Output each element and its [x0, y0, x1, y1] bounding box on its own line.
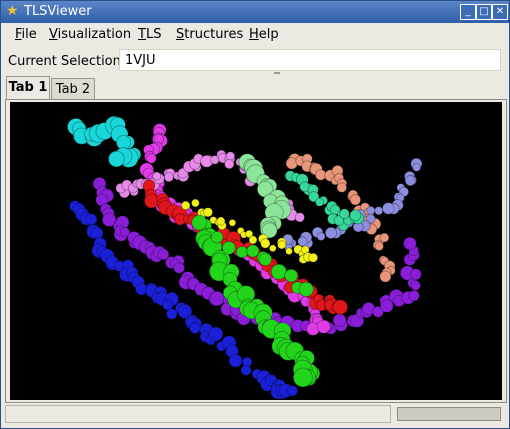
blue-chain-bead: [228, 353, 243, 368]
lavender-chain-bead: [374, 206, 384, 216]
purple-chain-bead: [119, 227, 131, 238]
lightgreen-chain-bead: [261, 222, 278, 239]
teal-chain-bead: [308, 191, 320, 203]
tab-2[interactable]: Tab 2: [51, 78, 95, 100]
window-title: TLSViewer: [24, 4, 92, 19]
purple-chain-bead: [410, 280, 421, 291]
salmon-chain-bead: [349, 194, 362, 206]
purple-chain-bead: [157, 248, 170, 261]
purple-chain-bead: [372, 306, 384, 318]
yellow-chain-bead: [268, 244, 277, 253]
progress-bar: [397, 407, 501, 421]
yellow-chain-bead: [248, 235, 258, 245]
pink-chain-bead: [224, 158, 235, 170]
tab-pane: [5, 99, 507, 403]
blue-chain-bead: [162, 299, 174, 311]
teal-chain-bead: [349, 209, 362, 222]
teal-chain-bead: [339, 208, 350, 219]
green-chain-bead: [270, 263, 287, 280]
salmon-chain-bead: [379, 270, 392, 283]
lavender-chain-bead: [297, 236, 308, 247]
blue-chain-bead: [208, 326, 224, 342]
yellow-chain-bead: [245, 229, 254, 238]
green-chain-bead: [258, 252, 273, 267]
pink-chain-bead: [152, 171, 162, 181]
purple-chain-bead: [408, 289, 420, 302]
lavender-chain-bead: [366, 206, 376, 216]
purple-chain-bead: [173, 262, 185, 274]
blue-chain-bead: [85, 213, 98, 226]
blue-chain-bead: [177, 303, 193, 319]
green-chain-bead: [221, 240, 236, 255]
menu-tls[interactable]: TLS: [138, 27, 162, 42]
menu-help[interactable]: Help: [249, 27, 279, 42]
magenta-chain-bead: [316, 319, 331, 334]
blue-chain-bead: [240, 364, 252, 376]
purple-chain-bead: [379, 299, 394, 313]
magenta-chain-bead: [146, 152, 157, 164]
green-chain-bead: [292, 367, 313, 388]
yellow-chain-bead: [228, 219, 237, 227]
lavender-chain-bead: [412, 163, 422, 172]
status-bar: [5, 405, 505, 423]
lavender-chain-bead: [316, 232, 326, 241]
teal-chain-bead: [315, 197, 325, 207]
molecule-viewport[interactable]: [10, 102, 502, 400]
green-chain-bead: [210, 230, 224, 244]
cyan-chain-bead: [108, 150, 125, 168]
salmon-chain-bead: [379, 232, 390, 243]
yellow-chain-bead: [277, 240, 287, 250]
maximize-icon[interactable]: □: [476, 4, 492, 20]
blue-chain-bead: [189, 322, 201, 335]
app-star-icon: ★: [6, 3, 19, 19]
blue-chain-bead: [286, 385, 299, 397]
menu-file[interactable]: File: [15, 27, 37, 42]
splitter-handle[interactable]: [274, 72, 280, 74]
current-selection-label: Current Selection:: [8, 54, 126, 69]
purple-chain-bead: [101, 212, 117, 227]
green-chain-bead: [284, 268, 299, 283]
purple-chain-bead: [332, 313, 347, 328]
menu-bar: File Visualization TLS Structures Help: [1, 23, 509, 45]
salmon-chain-bead: [374, 241, 384, 251]
menu-visualization[interactable]: Visualization: [49, 27, 132, 42]
lavender-chain-bead: [382, 202, 395, 215]
salmon-chain-bead: [336, 182, 348, 193]
menu-structures[interactable]: Structures: [176, 27, 244, 42]
blue-chain-bead: [166, 308, 178, 320]
green-chain-bead: [298, 281, 314, 297]
yellow-chain-bead: [260, 238, 271, 249]
tab-1[interactable]: Tab 1: [6, 76, 50, 100]
green-chain-bead: [246, 244, 260, 258]
red-chain-bead: [332, 299, 348, 315]
green-chain-bead: [235, 246, 249, 259]
lavender-chain-bead: [324, 226, 338, 239]
current-selection-input[interactable]: [119, 49, 501, 71]
lavender-chain-bead: [365, 214, 376, 224]
purple-chain-bead: [403, 236, 417, 251]
yellow-chain-bead: [308, 252, 319, 263]
minimize-icon[interactable]: _: [460, 4, 476, 20]
yellow-chain-bead: [216, 216, 226, 226]
purple-chain-bead: [409, 268, 422, 281]
molecule-render: [67, 115, 423, 400]
pink-chain-bead: [163, 172, 174, 183]
yellow-chain-bead: [285, 247, 293, 256]
yellow-chain-bead: [180, 200, 191, 211]
green-chain-bead: [191, 214, 208, 231]
close-icon[interactable]: ✕: [492, 4, 508, 20]
title-bar: ★ TLSViewer _ □ ✕: [1, 1, 509, 23]
pink-chain-bead: [294, 212, 305, 223]
purple-chain-bead: [209, 290, 225, 306]
yellow-chain-bead: [191, 198, 200, 208]
lavender-chain-bead: [404, 175, 416, 187]
yellow-chain-bead: [202, 207, 213, 218]
status-text-field: [5, 405, 391, 423]
pink-chain-bead: [225, 151, 236, 161]
